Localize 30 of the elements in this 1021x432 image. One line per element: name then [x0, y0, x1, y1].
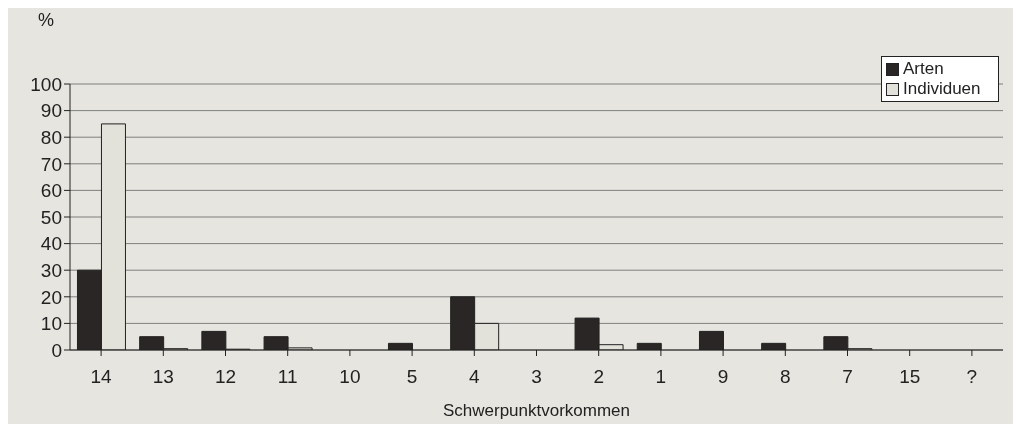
y-axis-title: %	[38, 10, 55, 31]
x-tick-label: 14	[90, 366, 113, 388]
x-tick-label: 5	[406, 366, 418, 388]
x-tick-label: 3	[531, 366, 542, 388]
y-tick-label: 90	[40, 100, 62, 122]
legend-label: Individuen	[903, 79, 981, 99]
x-tick-label: 12	[214, 366, 237, 388]
x-tick-label: 15	[899, 366, 921, 388]
x-tick-label: 2	[593, 366, 604, 388]
x-tick-label: 9	[717, 366, 729, 388]
y-tick-label: 0	[51, 339, 62, 361]
y-tick-label: 100	[30, 73, 62, 95]
y-tick-label: 30	[40, 259, 62, 281]
x-tick-label: 8	[780, 366, 791, 388]
x-tick-label: 4	[469, 366, 481, 388]
y-tick-label: 40	[40, 233, 62, 255]
x-tick-label: ?	[966, 366, 978, 388]
x-tick-label: 1	[655, 366, 667, 388]
y-tick-label: 10	[40, 313, 62, 335]
x-tick-label: 11	[277, 366, 298, 388]
x-axis-title: Schwerpunktvorkommen	[442, 401, 631, 420]
x-tick-label: 13	[152, 366, 174, 388]
y-tick-label: 20	[40, 286, 62, 308]
x-tick-label: 10	[339, 366, 361, 388]
y-tick-label: 80	[40, 126, 62, 148]
x-tick-label: 7	[842, 366, 853, 388]
y-tick-label: 50	[40, 206, 62, 228]
y-tick-label: 60	[40, 180, 62, 202]
y-tick-label: 70	[40, 153, 62, 175]
legend-label: Arten	[903, 59, 944, 79]
